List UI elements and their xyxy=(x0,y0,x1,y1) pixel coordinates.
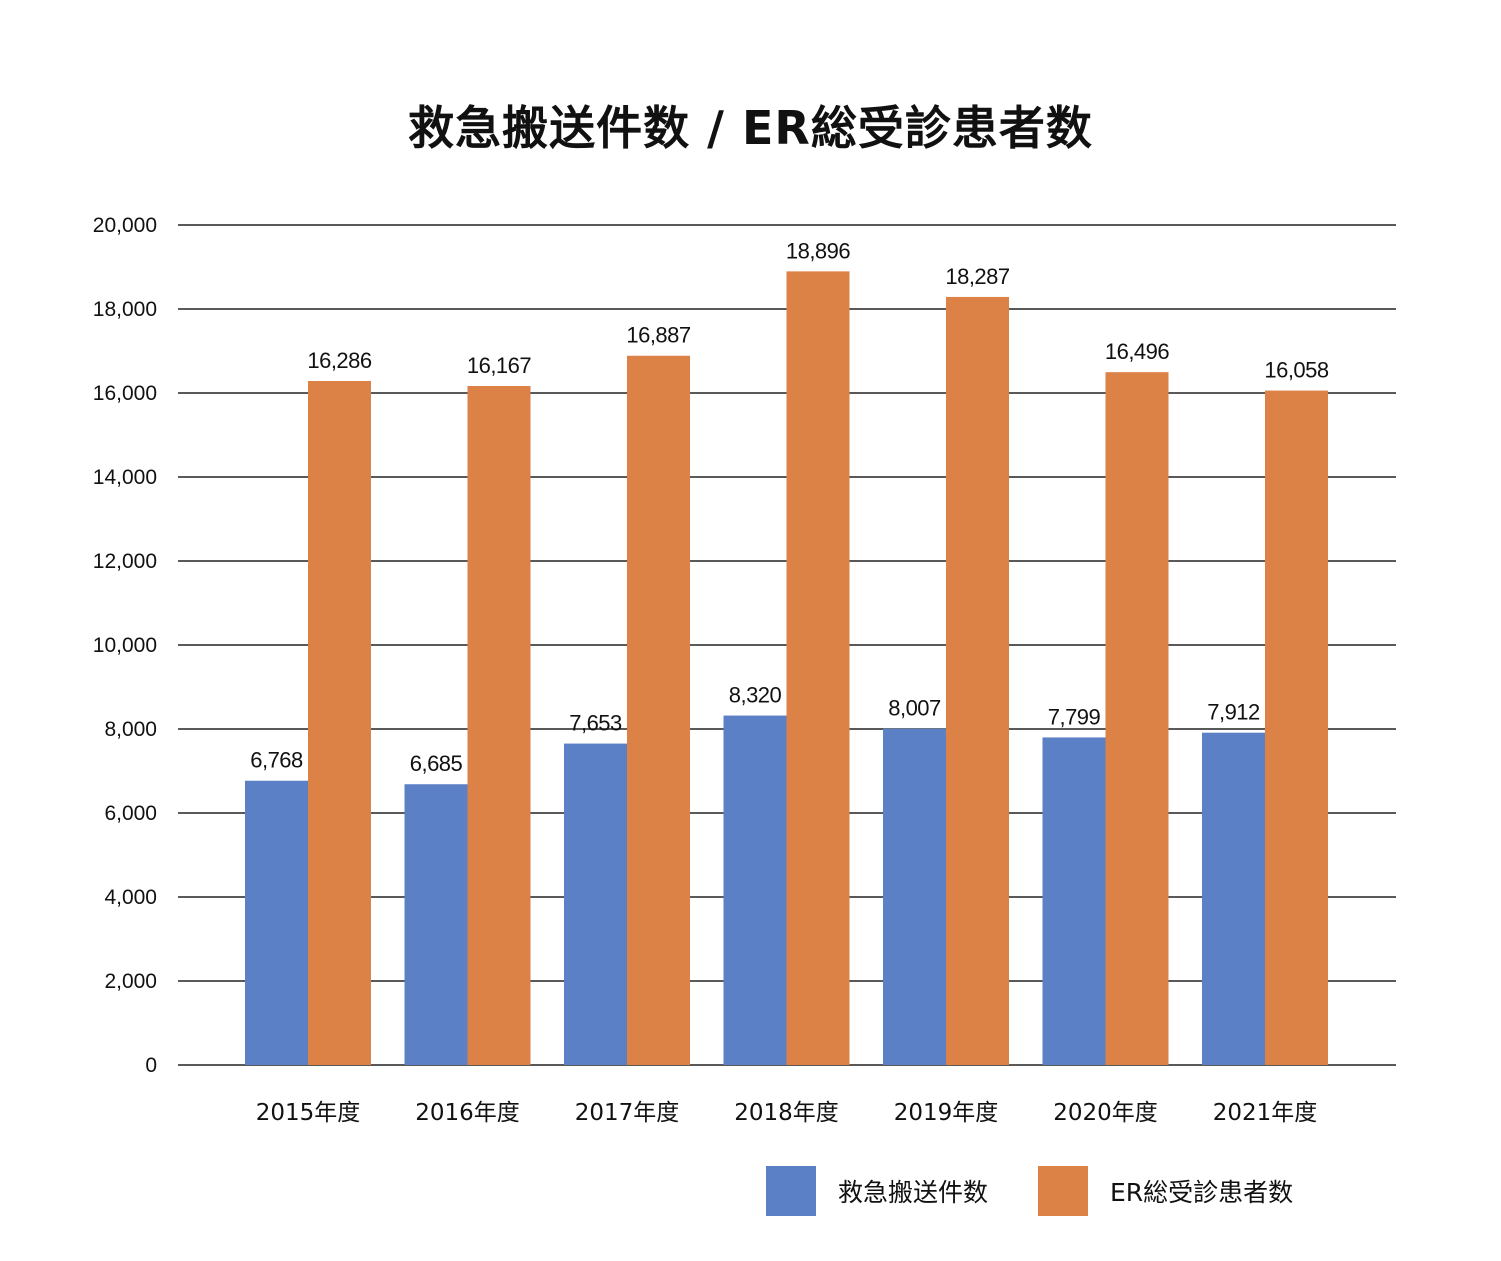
bar-series-2 xyxy=(946,296,1009,1065)
bar-series-2 xyxy=(627,355,690,1066)
bar-series-2 xyxy=(786,271,850,1065)
data-label-series-2: 18,287 xyxy=(945,264,1010,289)
bar-series-2 xyxy=(467,385,531,1066)
bar-series-1 xyxy=(245,780,308,1065)
y-tick-label: 18,000 xyxy=(93,298,157,321)
x-tick-label: 2015年度 xyxy=(256,1100,361,1126)
data-labels: 6,768 16,286 6,685 16,167 7,653 16,887 8,320 18… xyxy=(250,238,1329,776)
data-label-series-2: 18,896 xyxy=(786,238,851,263)
x-tick-label: 2016年度 xyxy=(415,1100,520,1126)
bar-series-1 xyxy=(1202,732,1265,1065)
bar-series-1 xyxy=(883,728,946,1065)
y-tick-label: 4,000 xyxy=(104,886,157,909)
legend-swatch-series-1 xyxy=(766,1166,816,1216)
bar-series-1 xyxy=(723,715,787,1065)
legend-label-series-2: ER総受診患者数 xyxy=(1110,1178,1294,1207)
chart-title: 救急搬送件数 / ER総受診患者数 xyxy=(408,101,1093,155)
data-label-series-1: 8,320 xyxy=(729,683,782,708)
bar-series-2 xyxy=(1265,390,1328,1066)
bar-series-2 xyxy=(308,380,371,1065)
data-label-series-2: 16,058 xyxy=(1264,358,1329,383)
data-label-series-2: 16,887 xyxy=(626,323,691,348)
legend-item-series-1: 救急搬送件数 xyxy=(766,1166,988,1216)
data-label-series-1: 8,007 xyxy=(888,696,941,721)
y-tick-label: 6,000 xyxy=(104,802,157,825)
y-tick-label: 10,000 xyxy=(93,634,157,657)
y-tick-label: 20,000 xyxy=(93,214,157,237)
x-tick-label: 2020年度 xyxy=(1053,1100,1158,1126)
legend-swatch-series-2 xyxy=(1038,1166,1089,1216)
data-label-series-2: 16,167 xyxy=(467,353,532,378)
legend: 救急搬送件数 ER総受診患者数 xyxy=(766,1165,1343,1217)
data-label-series-1: 6,685 xyxy=(410,751,463,776)
y-tick-label: 12,000 xyxy=(93,550,157,573)
x-tick-label: 2019年度 xyxy=(894,1100,999,1126)
bar-series-2 xyxy=(1105,372,1169,1066)
data-label-series-1: 7,912 xyxy=(1207,700,1260,725)
x-tick-label: 2018年度 xyxy=(734,1100,839,1126)
y-tick-label: 14,000 xyxy=(93,466,157,489)
y-tick-label: 0 xyxy=(145,1054,157,1077)
x-tick-label: 2021年度 xyxy=(1213,1100,1318,1126)
bar-series-1 xyxy=(564,743,627,1065)
data-label-series-1: 6,768 xyxy=(250,748,303,773)
y-tick-label: 16,000 xyxy=(93,382,157,405)
y-tick-label: 8,000 xyxy=(104,718,157,741)
axis-labels: 0 2,000 4,000 6,000 8,000 10,000 12,000 14,000 1… xyxy=(93,214,1318,1126)
x-tick-label: 2017年度 xyxy=(575,1100,680,1126)
bars xyxy=(245,271,1328,1066)
data-label-series-1: 7,653 xyxy=(569,711,622,736)
bar-series-1 xyxy=(1042,737,1106,1065)
data-label-series-2: 16,286 xyxy=(307,348,372,373)
data-label-series-2: 16,496 xyxy=(1105,339,1170,364)
legend-item-series-2: ER総受診患者数 xyxy=(1038,1166,1293,1216)
data-label-series-1: 7,799 xyxy=(1048,704,1101,729)
bar-series-1 xyxy=(404,784,468,1065)
legend-label-series-1: 救急搬送件数 xyxy=(838,1178,989,1207)
y-tick-label: 2,000 xyxy=(104,970,157,993)
